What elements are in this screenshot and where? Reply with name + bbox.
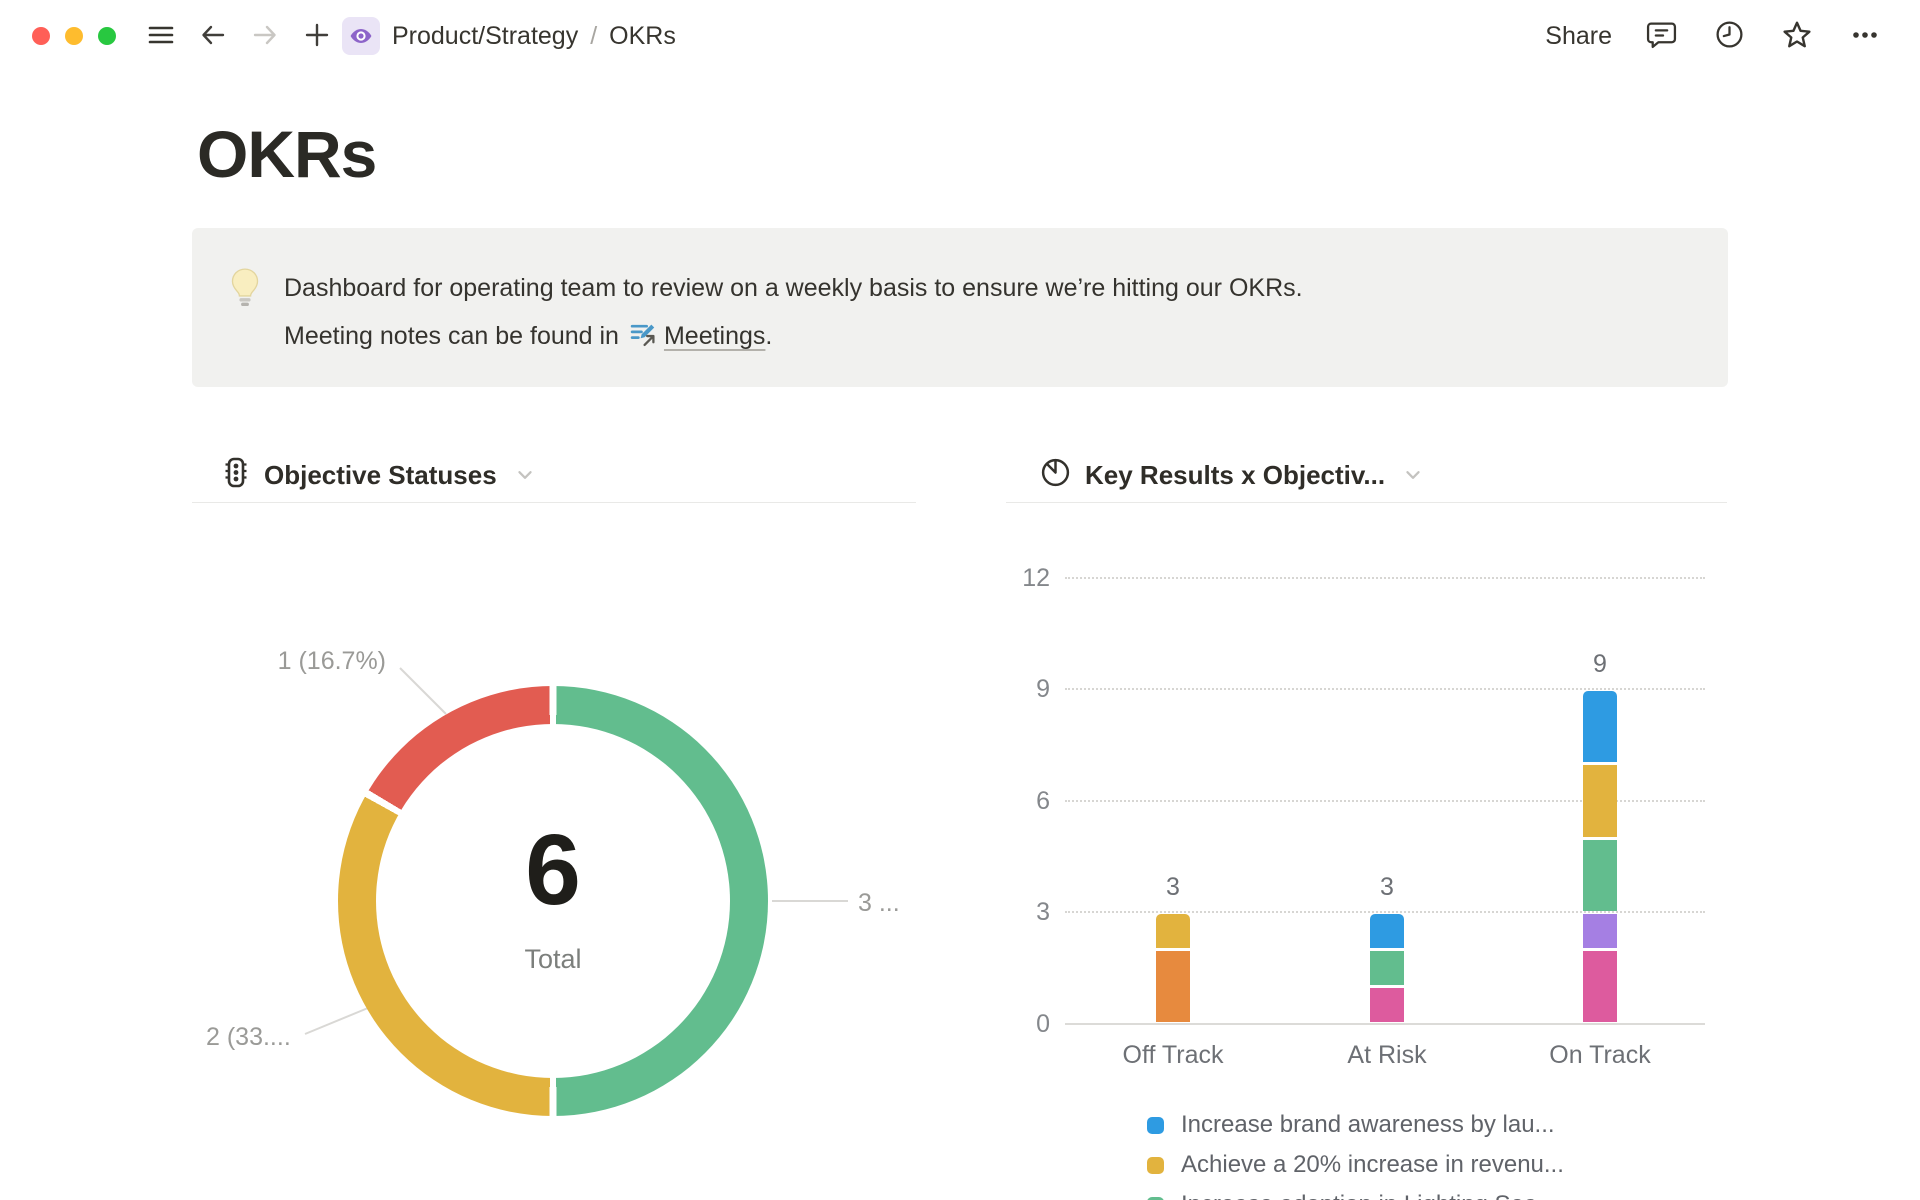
breadcrumb-separator: / xyxy=(590,21,598,50)
donut-total-label: Total xyxy=(524,943,582,974)
legend-label: Increase brand awareness by lau... xyxy=(1181,1111,1555,1138)
meetings-link[interactable]: Meetings xyxy=(663,322,766,350)
page-eye-icon xyxy=(342,17,380,55)
donut-center: 6 Total xyxy=(376,724,730,1078)
callout-text: Dashboard for operating team to review o… xyxy=(284,264,1303,364)
legend-swatch xyxy=(1147,1116,1164,1134)
ellipsis-icon xyxy=(1849,19,1881,54)
objective-statuses-chart: Objective Statuses 6 Total 1 (16.7%) 2 (… xyxy=(192,448,916,1200)
callout-line2-prefix: Meeting notes can be found in xyxy=(284,322,619,350)
legend-label: Increase adoption in Lighting Sea... xyxy=(1181,1191,1557,1200)
plus-icon xyxy=(302,20,332,53)
bar-segment[interactable] xyxy=(1156,913,1190,949)
breadcrumb-parent[interactable]: Product/Strategy xyxy=(392,21,579,50)
legend-item[interactable]: Achieve a 20% increase in revenu... xyxy=(1147,1150,1564,1180)
legend-item[interactable]: Increase adoption in Lighting Sea... xyxy=(1147,1190,1557,1200)
donut-area: 6 Total 1 (16.7%) 2 (33.... 3 ... xyxy=(192,448,916,1200)
bar-total-label: 3 xyxy=(1380,873,1394,902)
key-results-header[interactable]: Key Results x Objectiv... xyxy=(1006,448,1727,503)
gridline xyxy=(1065,911,1705,914)
fullscreen-window-button[interactable] xyxy=(98,27,116,45)
x-category-label: At Risk xyxy=(1347,1041,1427,1069)
hamburger-icon xyxy=(146,20,176,53)
x-category-label: Off Track xyxy=(1122,1041,1224,1069)
lightbulb-icon[interactable] xyxy=(230,268,262,311)
bar-segment[interactable] xyxy=(1156,951,1190,1023)
updates-button[interactable] xyxy=(1710,17,1748,55)
key-results-chart: Key Results x Objectiv... 0 3 6 9 12 3 Off Tra… xyxy=(1006,448,1727,1200)
chart-title: Key Results x Objectiv... xyxy=(1085,459,1386,490)
nav-buttons xyxy=(142,17,336,55)
callout-line1: Dashboard for operating team to review o… xyxy=(284,274,1303,302)
gridline xyxy=(1065,688,1705,691)
breadcrumb-current[interactable]: OKRs xyxy=(609,21,676,50)
comments-button[interactable] xyxy=(1642,17,1680,55)
donut-total-value: 6 xyxy=(525,813,581,926)
chevron-down-icon xyxy=(515,465,535,490)
bar-total-label: 9 xyxy=(1593,650,1607,679)
donut-label-on-track: 3 ... xyxy=(858,889,900,917)
minimize-window-button[interactable] xyxy=(65,27,83,45)
clock-icon xyxy=(1714,19,1745,53)
legend-item[interactable]: Increase brand awareness by lau... xyxy=(1147,1110,1555,1140)
legend-swatch xyxy=(1147,1196,1164,1200)
chevron-down-icon xyxy=(1403,465,1423,490)
star-icon xyxy=(1781,19,1813,54)
share-button[interactable]: Share xyxy=(1545,21,1612,50)
titlebar-actions: Share xyxy=(1545,17,1884,55)
arrow-right-icon xyxy=(250,20,280,53)
x-category-label: On Track xyxy=(1549,1041,1651,1069)
x-axis-baseline xyxy=(1065,1023,1705,1025)
bar-segment[interactable] xyxy=(1583,951,1617,1023)
legend-swatch xyxy=(1147,1156,1164,1174)
page-title: OKRs xyxy=(197,117,377,191)
bar-plot[interactable]: 0 3 6 9 12 3 Off Track 3 At Risk 9 On Track Increas… xyxy=(1006,448,1727,1200)
titlebar: Product/Strategy / OKRs Share xyxy=(0,0,1920,72)
bar-segment[interactable] xyxy=(1370,988,1404,1023)
donut-label-off-track: 1 (16.7%) xyxy=(277,647,386,675)
chart-title: Objective Statuses xyxy=(264,459,497,490)
bar-segment[interactable] xyxy=(1583,913,1617,949)
traffic-light-icon xyxy=(222,457,250,493)
forward-button[interactable] xyxy=(246,17,284,55)
gridline xyxy=(1065,799,1705,802)
callout-line2-suffix: . xyxy=(765,322,773,350)
more-button[interactable] xyxy=(1846,17,1884,55)
bar-total-label: 3 xyxy=(1166,873,1180,902)
legend-label: Achieve a 20% increase in revenu... xyxy=(1181,1151,1564,1178)
bar-segment[interactable] xyxy=(1370,951,1404,986)
objective-statuses-header[interactable]: Objective Statuses xyxy=(192,448,916,503)
y-tick-label: 9 xyxy=(1036,675,1050,704)
bar-segment[interactable] xyxy=(1583,690,1617,763)
donut-label-at-risk: 2 (33.... xyxy=(206,1023,291,1051)
y-tick-label: 0 xyxy=(1036,1010,1050,1038)
y-tick-label: 3 xyxy=(1036,898,1050,927)
back-button[interactable] xyxy=(194,17,232,55)
arrow-left-icon xyxy=(198,20,228,53)
bar-segment[interactable] xyxy=(1370,913,1404,949)
comment-icon xyxy=(1646,19,1677,53)
callout: Dashboard for operating team to review o… xyxy=(192,228,1728,387)
y-tick-label: 6 xyxy=(1036,786,1050,815)
meetings-page-icon xyxy=(629,316,656,364)
new-page-button[interactable] xyxy=(298,17,336,55)
sidebar-toggle-button[interactable] xyxy=(142,17,180,55)
y-tick-label: 12 xyxy=(1022,563,1050,592)
gridline xyxy=(1065,576,1705,579)
favorite-button[interactable] xyxy=(1778,17,1816,55)
pie-chart-icon xyxy=(1040,457,1071,493)
bar-segment[interactable] xyxy=(1583,765,1617,837)
bar-segment[interactable] xyxy=(1583,839,1617,911)
close-window-button[interactable] xyxy=(32,27,50,45)
breadcrumb: Product/Strategy / OKRs xyxy=(342,17,676,55)
window-controls xyxy=(32,27,116,45)
